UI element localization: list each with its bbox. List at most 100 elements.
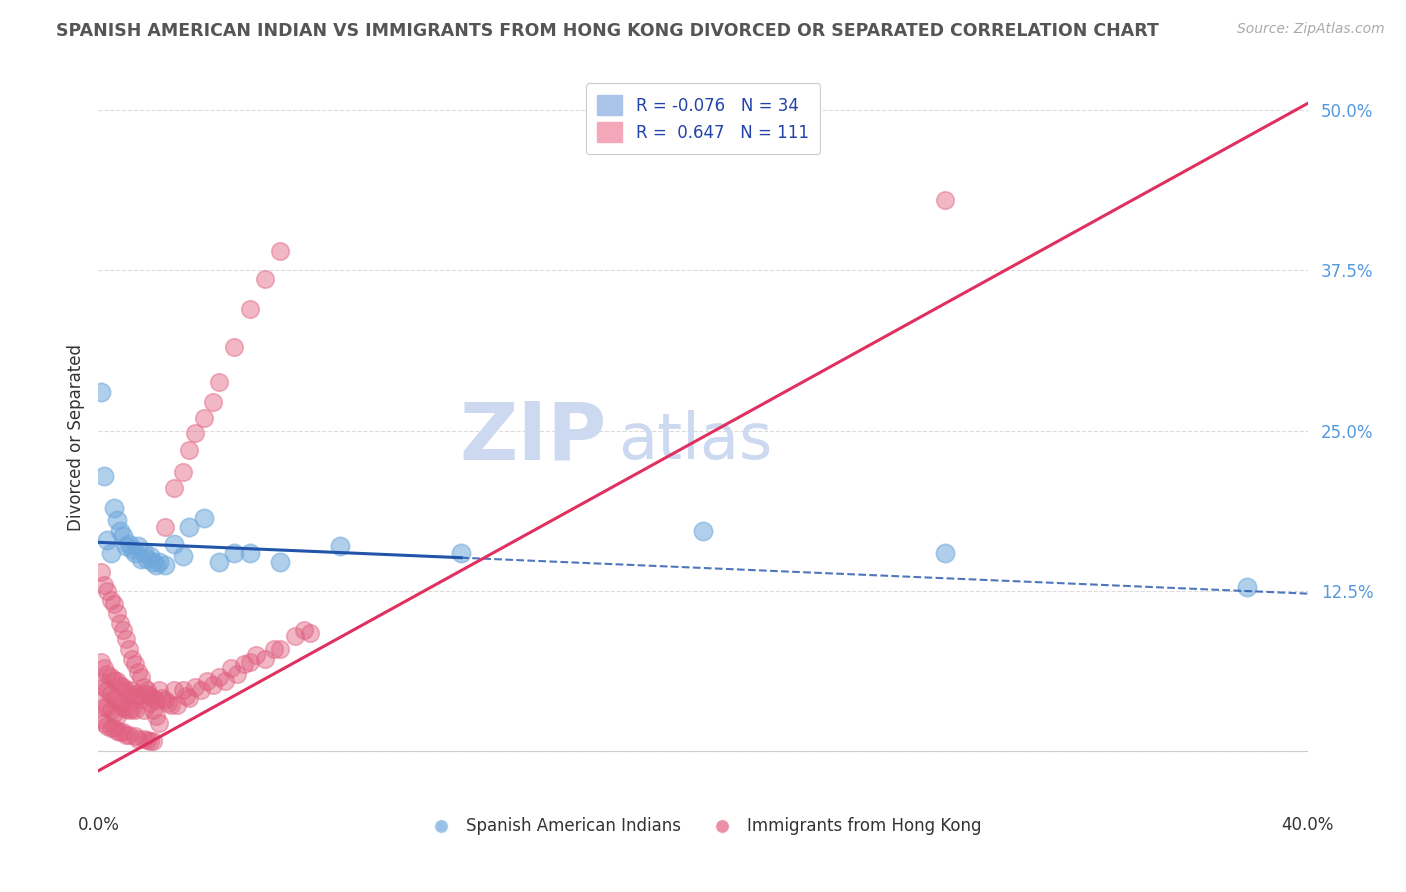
Point: [172, 682, 194, 697]
Point: [105, 606, 128, 620]
Point: [127, 665, 149, 679]
Point: [1236, 580, 1258, 594]
Point: [329, 539, 352, 553]
Point: [93, 681, 115, 695]
Point: [263, 641, 285, 656]
Point: [253, 652, 276, 666]
Text: Source: ZipAtlas.com: Source: ZipAtlas.com: [1237, 22, 1385, 37]
Point: [193, 410, 215, 425]
Point: [934, 545, 956, 559]
Point: [124, 703, 146, 717]
Point: [124, 729, 146, 743]
Point: [111, 699, 134, 714]
Point: [118, 687, 141, 701]
Point: [132, 731, 155, 746]
Point: [105, 673, 128, 688]
Point: [172, 549, 194, 564]
Point: [224, 340, 246, 354]
Point: [145, 693, 167, 707]
Point: [93, 468, 115, 483]
Point: [111, 725, 134, 739]
Point: [135, 682, 157, 697]
Point: [124, 545, 146, 559]
Point: [100, 703, 122, 717]
Point: [163, 482, 186, 496]
Point: [96, 682, 118, 697]
Point: [202, 395, 225, 409]
Point: [214, 673, 236, 688]
Point: [156, 696, 179, 710]
Point: [96, 699, 118, 714]
Point: [239, 545, 262, 559]
Point: [90, 385, 112, 400]
Point: [90, 693, 112, 707]
Point: [139, 690, 162, 704]
Point: [132, 687, 155, 701]
Point: [174, 690, 197, 704]
Point: [127, 690, 149, 704]
Point: [129, 670, 152, 684]
Point: [934, 193, 956, 207]
Point: [269, 555, 291, 569]
Point: [142, 734, 165, 748]
Point: [135, 552, 157, 566]
Point: [142, 703, 165, 717]
Y-axis label: Divorced or Separated: Divorced or Separated: [66, 343, 84, 531]
Point: [135, 687, 157, 701]
Point: [208, 555, 231, 569]
Point: [184, 681, 207, 695]
Point: [96, 584, 118, 599]
Point: [93, 699, 115, 714]
Point: [118, 536, 141, 550]
Point: [150, 690, 173, 705]
Point: [450, 545, 472, 559]
Point: [132, 703, 155, 717]
Point: [172, 465, 194, 479]
Point: [245, 648, 267, 663]
Point: [239, 301, 262, 316]
Point: [114, 682, 136, 697]
Point: [160, 698, 183, 713]
Point: [202, 678, 225, 692]
Point: [208, 670, 231, 684]
Point: [232, 657, 254, 672]
Point: [96, 719, 118, 733]
Point: [153, 520, 176, 534]
Point: [153, 558, 176, 573]
Point: [118, 641, 141, 656]
Point: [105, 693, 128, 707]
Point: [127, 539, 149, 553]
Point: [90, 565, 112, 579]
Point: [90, 655, 112, 669]
Point: [111, 529, 134, 543]
Text: atlas: atlas: [619, 409, 773, 472]
Point: [163, 536, 186, 550]
Point: [208, 375, 231, 389]
Point: [226, 667, 249, 681]
Legend: Spanish American Indians, Immigrants from Hong Kong: Spanish American Indians, Immigrants fro…: [418, 811, 988, 842]
Point: [121, 702, 143, 716]
Point: [103, 500, 125, 515]
Point: [179, 690, 201, 705]
Point: [93, 577, 115, 591]
Point: [135, 733, 157, 747]
Point: [692, 524, 714, 538]
Text: SPANISH AMERICAN INDIAN VS IMMIGRANTS FROM HONG KONG DIVORCED OR SEPARATED CORRE: SPANISH AMERICAN INDIAN VS IMMIGRANTS FR…: [56, 22, 1159, 40]
Point: [148, 716, 170, 731]
Point: [132, 545, 155, 559]
Point: [93, 716, 115, 731]
Point: [284, 629, 307, 643]
Point: [108, 696, 131, 710]
Point: [145, 708, 167, 723]
Point: [269, 641, 291, 656]
Point: [129, 691, 152, 706]
Point: [118, 703, 141, 717]
Point: [111, 681, 134, 695]
Point: [108, 725, 131, 739]
Point: [163, 682, 186, 697]
Point: [121, 682, 143, 697]
Point: [100, 593, 122, 607]
Point: [124, 657, 146, 672]
Point: [132, 681, 155, 695]
Point: [139, 734, 162, 748]
